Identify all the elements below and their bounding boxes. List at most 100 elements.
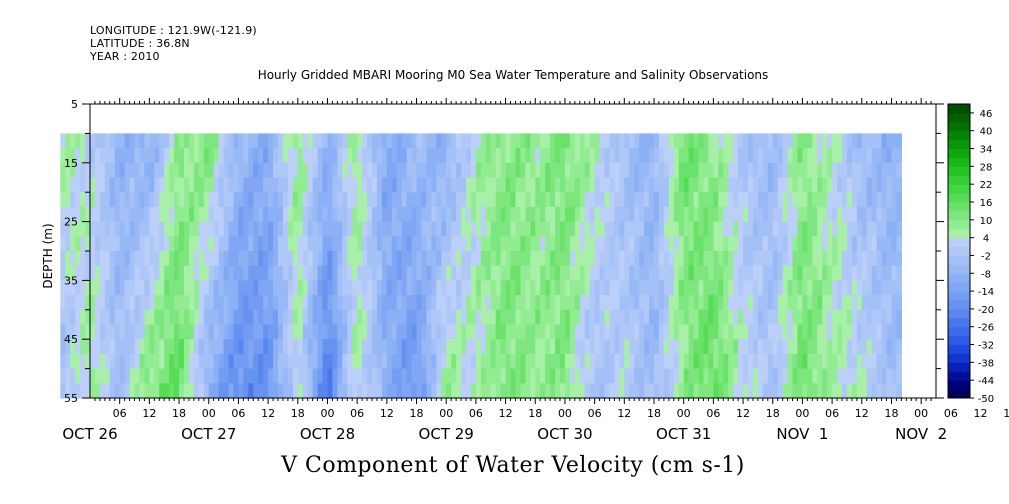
heatmap-cell <box>881 324 888 340</box>
heatmap-cell <box>569 251 576 267</box>
heatmap-cell <box>352 295 358 311</box>
heatmap-cell <box>238 206 244 223</box>
heatmap-cell <box>401 162 408 179</box>
heatmap-cell <box>376 295 383 311</box>
heatmap-cell <box>208 324 215 340</box>
heatmap-cell <box>253 339 259 355</box>
heatmap-cell <box>461 368 467 384</box>
heatmap-cell <box>752 148 759 164</box>
heatmap-cell <box>317 295 324 311</box>
heatmap-cell <box>767 339 774 355</box>
heatmap-cell <box>505 206 512 223</box>
colorbar-swatch <box>948 228 970 239</box>
heatmap-cell <box>248 368 254 384</box>
x-day-label: OCT 31 <box>656 425 711 443</box>
heatmap-cell <box>762 236 769 252</box>
heatmap-cell <box>396 324 403 340</box>
heatmap-cell <box>713 221 719 237</box>
heatmap-cell <box>713 148 719 164</box>
heatmap-cell <box>218 221 225 237</box>
heatmap-cell <box>466 221 472 237</box>
heatmap-cell <box>530 309 536 326</box>
heatmap-cell <box>475 192 482 208</box>
heatmap-cell <box>550 368 556 384</box>
heatmap-cell <box>639 280 645 296</box>
heatmap-cell <box>723 265 729 281</box>
heatmap-cell <box>90 221 96 237</box>
heatmap-cell <box>693 309 700 326</box>
heatmap-cell <box>663 221 670 237</box>
heatmap-cell <box>282 133 289 149</box>
heatmap-cell <box>827 206 833 223</box>
heatmap-cell <box>767 221 774 237</box>
heatmap-cell <box>174 162 180 179</box>
heatmap-cell <box>594 177 601 193</box>
heatmap-cell <box>332 192 338 208</box>
heatmap-cell <box>688 221 695 237</box>
heatmap-cell <box>80 148 86 164</box>
heatmap-cell <box>436 221 442 237</box>
heatmap-cell <box>812 265 818 281</box>
heatmap-cell <box>569 206 576 223</box>
heatmap-cell <box>75 133 81 149</box>
heatmap-cell <box>569 339 576 355</box>
heatmap-cell <box>322 339 329 355</box>
heatmap-cell <box>579 295 586 311</box>
heatmap-cell <box>490 324 497 340</box>
heatmap-cell <box>555 251 561 267</box>
heatmap-cell <box>644 368 650 384</box>
heatmap-cell <box>748 383 754 399</box>
heatmap-cell <box>184 177 190 193</box>
heatmap-cell <box>881 206 888 223</box>
heatmap-cell <box>119 383 126 399</box>
heatmap-cell <box>347 280 353 296</box>
heatmap-cell <box>119 206 126 223</box>
heatmap-cell <box>129 162 136 179</box>
heatmap-cell <box>777 280 784 296</box>
heatmap-cell <box>317 148 324 164</box>
heatmap-cell <box>253 177 259 193</box>
heatmap-cell <box>485 295 492 311</box>
heatmap-cell <box>757 324 764 340</box>
heatmap-cell <box>65 206 71 223</box>
heatmap-cell <box>381 221 388 237</box>
heatmap-cell <box>644 221 650 237</box>
heatmap-cell <box>312 162 319 179</box>
heatmap-cell <box>332 177 338 193</box>
heatmap-cell <box>263 368 269 384</box>
heatmap-cell <box>401 148 408 164</box>
heatmap-cell <box>480 265 487 281</box>
heatmap-cell <box>287 251 294 267</box>
heatmap-cell <box>708 324 714 340</box>
heatmap-cell <box>891 265 898 281</box>
heatmap-cell <box>743 295 749 311</box>
heatmap-cell <box>223 236 230 252</box>
heatmap-cell <box>485 280 492 296</box>
heatmap-cell <box>861 383 868 399</box>
heatmap-cell <box>856 192 863 208</box>
heatmap-cell <box>480 177 487 193</box>
heatmap-cell <box>733 206 739 223</box>
heatmap-cell <box>530 192 536 208</box>
heatmap-cell <box>881 221 888 237</box>
heatmap-cell <box>70 353 76 370</box>
heatmap-cell <box>708 236 714 252</box>
heatmap-cell <box>65 339 71 355</box>
heatmap-cell <box>154 236 160 252</box>
heatmap-cell <box>307 295 314 311</box>
heatmap-cell <box>812 148 818 164</box>
heatmap-cell <box>807 206 813 223</box>
heatmap-cell <box>599 295 606 311</box>
heatmap-cell <box>871 339 878 355</box>
heatmap-cell <box>401 368 408 384</box>
heatmap-cell <box>391 192 398 208</box>
heatmap-cell <box>757 192 764 208</box>
heatmap-cell <box>327 133 334 149</box>
heatmap-cell <box>124 251 131 267</box>
colorbar-frame <box>947 103 971 399</box>
heatmap-cell <box>594 383 601 399</box>
heatmap-cell <box>376 383 383 399</box>
heatmap-cell <box>198 383 205 399</box>
heatmap-cell <box>525 148 531 164</box>
heatmap-cell <box>777 133 784 149</box>
